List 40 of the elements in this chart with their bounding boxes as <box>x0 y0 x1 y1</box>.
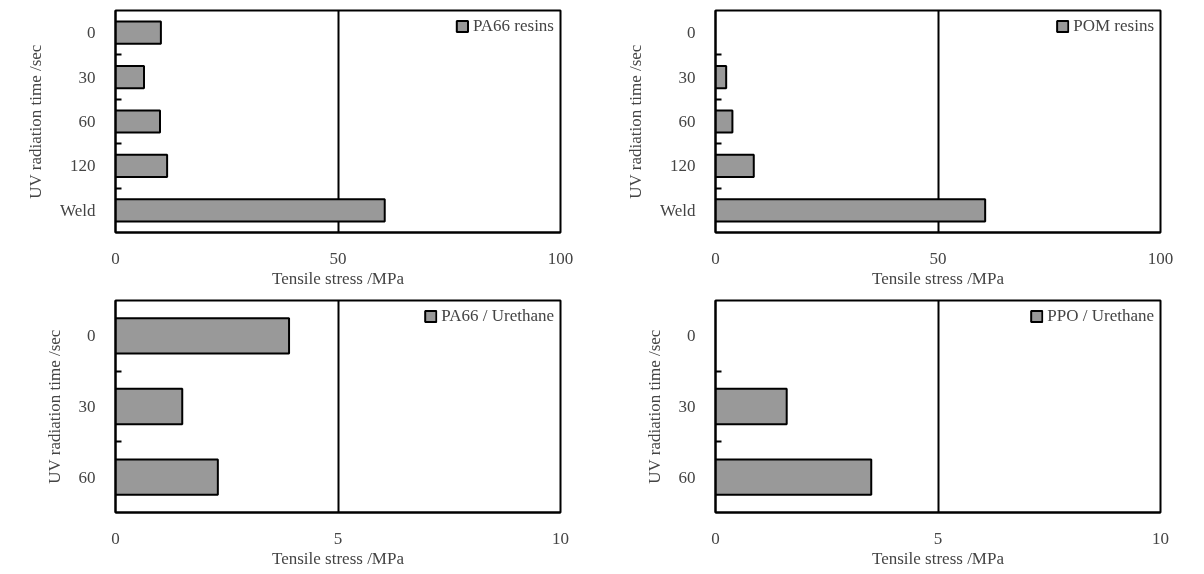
y-tick-label: 30 <box>678 67 696 87</box>
x-tick-label: 50 <box>929 248 947 268</box>
x-tick-label: 5 <box>933 528 943 548</box>
y-tick-label: 0 <box>687 326 696 346</box>
legend-label: PPO / Urethane <box>1047 306 1154 326</box>
x-tick-label: 5 <box>333 528 343 548</box>
y-tick-label: 0 <box>687 23 696 43</box>
y-tick-label: 30 <box>78 67 96 87</box>
legend-label: POM resins <box>1073 16 1154 36</box>
y-axis-title: UV radiation time /sec <box>44 329 64 484</box>
y-axis-title: UV radiation time /sec <box>644 329 664 484</box>
y-tick-label: 120 <box>670 156 696 176</box>
x-tick-label: 0 <box>711 248 720 268</box>
y-tick-label: 0 <box>87 326 96 346</box>
x-tick-label: 0 <box>111 528 120 548</box>
y-axis-title: UV radiation time /sec <box>26 44 46 199</box>
y-tick-label: 0 <box>87 23 96 43</box>
x-tick-label: 100 <box>547 248 574 268</box>
y-tick-label: 120 <box>70 156 96 176</box>
y-tick-label: 60 <box>678 112 696 131</box>
y-tick-label: 60 <box>78 112 96 131</box>
x-tick-label: 10 <box>1152 528 1169 548</box>
y-tick-label: 30 <box>78 397 96 416</box>
x-tick-label: 10 <box>552 528 569 548</box>
y-tick-label: Weld <box>60 200 96 220</box>
y-tick-label: 60 <box>678 467 696 487</box>
x-axis-title: Tensile stress /MPa <box>872 268 1005 288</box>
x-axis-title: Tensile stress /MPa <box>872 548 1005 568</box>
legend-label: PA66 / Urethane <box>441 306 554 326</box>
y-axis-title: UV radiation time /sec <box>626 44 646 199</box>
x-tick-label: 50 <box>329 248 347 268</box>
x-tick-label: 100 <box>1147 248 1174 268</box>
legend-label: PA66 resins <box>472 16 554 36</box>
x-axis-title: Tensile stress /MPa <box>272 268 405 288</box>
y-tick-label: 30 <box>678 397 696 416</box>
y-tick-label: Weld <box>660 200 696 220</box>
x-tick-label: 0 <box>711 528 720 548</box>
x-tick-label: 0 <box>111 248 120 268</box>
x-axis-title: Tensile stress /MPa <box>272 548 405 568</box>
y-tick-label: 60 <box>78 467 96 487</box>
